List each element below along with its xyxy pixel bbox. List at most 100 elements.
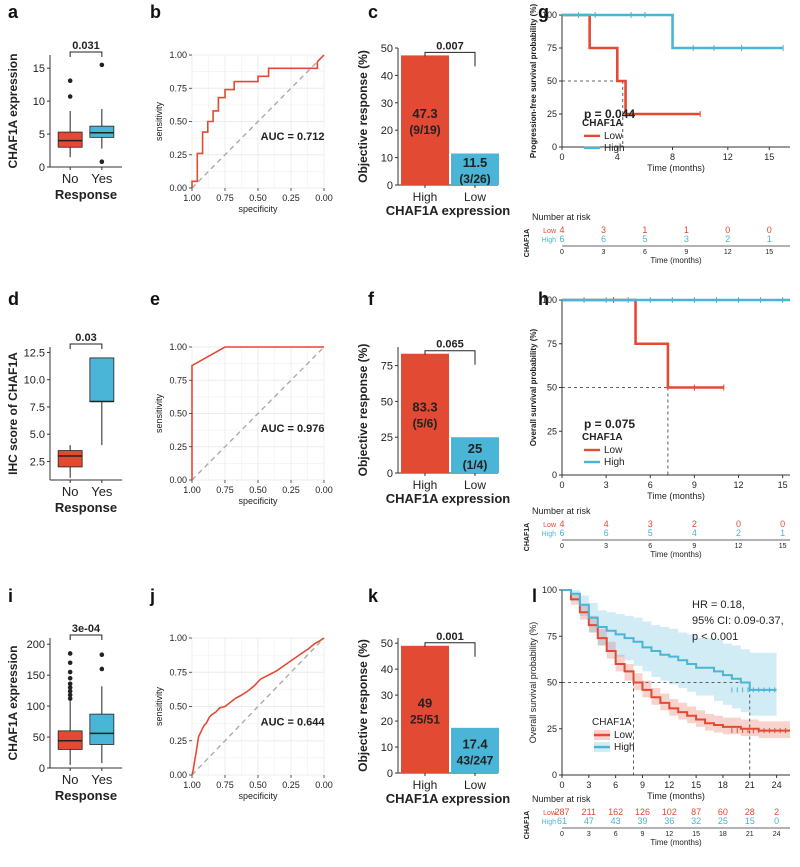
reference-diagonal [191,54,325,189]
risk-count-high: 4 [692,528,697,538]
y-axis-title: Objective response (%) [356,344,370,477]
category-label: No [62,171,79,186]
risk-count-high: 39 [637,816,647,826]
legend-title: CHAF1A [582,118,623,129]
p-value: 0.007 [436,40,464,52]
x-tick-label: 6 [613,780,618,790]
outlier-point [99,159,105,165]
x-tick-label: 0.75 [216,193,234,203]
y-axis-title: Objective response (%) [356,50,370,183]
x-tick-label: 15 [778,480,788,490]
y-tick-label: 0 [39,162,45,174]
risk-count-low: 87 [691,807,701,817]
x-tick-label: 21 [745,780,755,790]
y-tick-label: 20 [381,125,393,137]
legend-title: CHAF1A [592,717,632,728]
risk-count-low: 0 [725,225,730,235]
risk-count-high: 61 [557,816,567,826]
y-axis-title: Overall survival probability (%) [528,622,538,744]
y-tick-label: 0.00 [169,475,187,485]
y-tick-label: 0.25 [169,442,187,452]
km-curve-Low [562,13,701,116]
outlier-point [67,681,73,687]
x-axis-title: Response [55,500,117,515]
x-axis-title: CHAF1A expression [386,791,511,806]
bar-High [401,353,449,473]
outlier-point [67,78,73,83]
y-tick-label: 0 [387,468,393,480]
risk-count-high: 6 [601,234,606,244]
y-tick-label: 7.5 [30,402,45,414]
y-tick-label: 50 [381,43,393,55]
y-tick-label: 0.50 [169,409,187,419]
p-value: 0.001 [436,631,464,643]
risk-count-low: 287 [554,807,569,817]
y-tick-label: 1.00 [169,342,187,352]
category-label: Low [464,778,486,792]
bar-count-label: 25/51 [410,712,440,726]
risk-label: CHAF1A [524,523,531,551]
barchart-c: 0 10 20 30 40 50 47.3 (9/19) High 11.5 (3/26) Low 0.… [356,40,510,218]
legend-label-Low: Low [604,445,623,456]
p-value: 3e-04 [72,623,101,635]
y-tick-label: 0 [387,180,393,192]
legend-label-High: High [604,143,625,154]
y-tick-label: 100 [27,701,45,713]
legend-ci-swatch [594,742,610,753]
y-tick-label: 0.00 [169,770,187,780]
category-label: High [413,190,438,204]
risk-count-high: 47 [584,816,594,826]
x-tick-label: 0 [559,480,564,490]
roc-e: 1.00 0.75 0.50 0.25 0.00 0.00 0.25 0.50 0.75 1.00… [154,342,333,506]
risk-count-low: 2 [692,519,697,529]
x-tick-label: 1.00 [183,193,201,203]
x-tick-label: 0 [559,780,564,790]
y-tick-label: 0 [39,763,45,775]
x-axis-title: CHAF1A expression [386,203,511,218]
hr-text: p < 0.001 [692,631,738,643]
risk-count-high: 3 [684,234,689,244]
y-tick-label: 0.25 [169,150,187,160]
risk-time-tick: 15 [692,831,700,838]
x-tick-label: 15 [764,152,774,162]
risk-count-high: 36 [664,816,674,826]
x-axis-title: specificity [238,791,278,801]
sig-bracket [424,51,476,67]
risk-time-tick: 15 [765,249,773,256]
y-tick-label: 25 [381,432,393,444]
risk-row-label-high: High [542,819,557,826]
y-tick-label: 40 [381,664,393,676]
risk-count-high: 2 [725,234,730,244]
y-tick-label: 30 [381,98,393,110]
y-tick-label: 0 [552,470,557,480]
box-Yes [89,713,115,745]
risk-time-tick: 12 [665,831,673,838]
x-axis-title: CHAF1A expression [386,491,511,506]
y-axis-title: Objective response (%) [356,639,370,772]
barchart-f: 0 25 50 75 83.3 (5/6) High 25 (1/4) Low 0.065 CHAF1… [356,339,510,506]
risk-row-label-low: Low [543,522,557,529]
panel-label-b: b [150,2,161,22]
km-curve-High [562,589,777,691]
p-value: p = 0.075 [584,417,635,431]
hr-text: 95% CI: 0.09-0.37, [692,615,784,627]
risk-count-high: 1 [767,234,772,244]
y-tick-label: 10 [381,153,393,165]
outlier-point [67,651,73,656]
category-label: Yes [91,772,113,787]
risk-count-low: 4 [604,519,609,529]
sig-bracket [69,343,103,349]
y-tick-label: 0 [552,770,557,780]
box-No [57,131,83,148]
category-label: Yes [91,484,113,499]
risk-time-tick: 24 [773,831,781,838]
risk-time-tick: 9 [692,543,696,550]
x-tick-label: 6 [648,480,653,490]
y-tick-label: 5.0 [30,429,45,441]
risk-time-tick: 3 [602,249,606,256]
bar-count-label: (9/19) [409,123,440,137]
roc-b: 1.00 0.75 0.50 0.25 0.00 0.00 0.25 0.50 0.75 1.00… [154,50,333,214]
